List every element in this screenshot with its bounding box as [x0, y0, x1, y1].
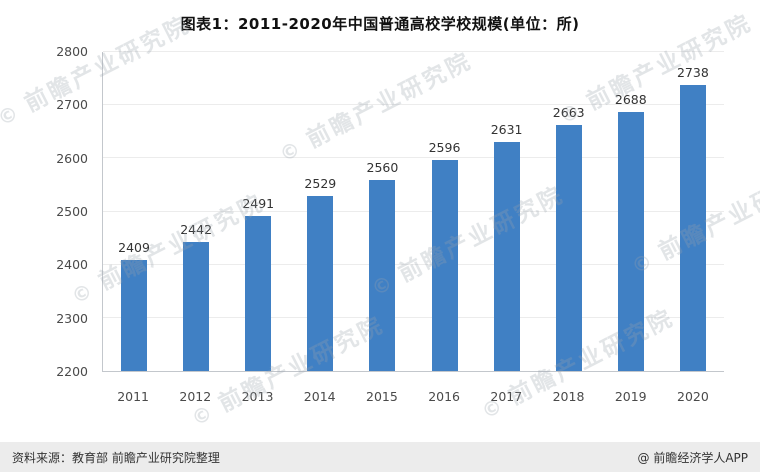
- bar-value-label: 2409: [118, 239, 150, 255]
- bar-group: 2596: [413, 52, 475, 371]
- bar: [245, 216, 272, 371]
- x-tick-label: 2017: [490, 389, 523, 404]
- bar: [555, 124, 582, 371]
- y-tick-label: 2700: [56, 97, 88, 113]
- gridline: [103, 316, 724, 318]
- bar: [679, 84, 706, 371]
- chart-title: 图表1：2011-2020年中国普通高校学校规模(单位：所): [180, 15, 580, 33]
- bar-group: 2442: [165, 52, 227, 371]
- brand-note: @ 前瞻经济学人APP: [637, 450, 749, 465]
- bar-group: 2409: [103, 52, 165, 371]
- bar-group: 2529: [289, 52, 351, 371]
- x-tick-label: 2018: [552, 389, 585, 404]
- bars-container: 2409 2442 2491 2529 2560 2596 2631 2663 2688 2738: [103, 52, 724, 371]
- bar-group: 2560: [351, 52, 413, 371]
- bar-value-label: 2529: [304, 176, 337, 192]
- gridline: [103, 104, 724, 106]
- bar: [617, 111, 644, 371]
- y-tick-label: 2600: [56, 150, 88, 166]
- footer-bar: 资料来源：教育部 前瞻产业研究院整理 @ 前瞻经济学人APP: [0, 442, 760, 472]
- bar: [369, 179, 396, 371]
- bar-value-label: 2560: [366, 159, 399, 175]
- bar-group: 2738: [662, 52, 724, 371]
- x-tick-label: 2020: [677, 389, 709, 404]
- x-tick-label: 2011: [117, 389, 149, 404]
- bar: [121, 259, 148, 371]
- y-axis: 2200 2300 2400 2500 2600 2700 2800: [50, 44, 98, 379]
- bar-value-label: 2491: [242, 196, 275, 212]
- y-tick-label: 2500: [56, 204, 88, 219]
- gridline: [103, 210, 724, 212]
- source-note: 资料来源：教育部 前瞻产业研究院整理: [12, 450, 220, 465]
- bar: [431, 160, 458, 371]
- y-tick-label: 2200: [56, 364, 88, 379]
- x-axis: 2011 2012 2013 2014 2015 2016 2017 2018 2019 2020: [102, 378, 724, 406]
- bar-value-label: 2631: [490, 121, 523, 137]
- gridline: [103, 51, 724, 52]
- bar: [183, 242, 210, 371]
- x-tick-label: 2013: [241, 389, 274, 404]
- bar-value-label: 2663: [552, 104, 585, 120]
- bar-group: 2491: [227, 52, 289, 371]
- y-tick-label: 2800: [56, 44, 88, 59]
- bar-group: 2688: [600, 52, 662, 371]
- x-tick-label: 2016: [428, 389, 461, 404]
- bar-chart: 2200 2300 2400 2500 2600 2700 2800 2409 2442 249…: [50, 38, 732, 406]
- copyright-icon: ©: [0, 98, 25, 131]
- gridline: [103, 157, 724, 159]
- y-tick-label: 2300: [56, 310, 88, 326]
- bar-value-label: 2688: [614, 91, 647, 107]
- y-tick-label: 2400: [56, 257, 88, 273]
- bar: [307, 196, 334, 371]
- bar: [493, 141, 520, 371]
- bar-value-label: 2596: [428, 140, 461, 156]
- x-tick-label: 2019: [614, 389, 647, 404]
- bar-group: 2631: [476, 52, 538, 371]
- bar-group: 2663: [538, 52, 600, 371]
- bar-value-label: 2738: [676, 64, 709, 80]
- x-tick-label: 2015: [366, 389, 398, 404]
- plot-area: 2409 2442 2491 2529 2560 2596 2631 2663 2688 2738: [102, 51, 724, 372]
- x-tick-label: 2014: [303, 389, 336, 404]
- bar-value-label: 2442: [180, 222, 213, 238]
- x-tick-label: 2012: [179, 389, 212, 404]
- gridline: [103, 263, 724, 265]
